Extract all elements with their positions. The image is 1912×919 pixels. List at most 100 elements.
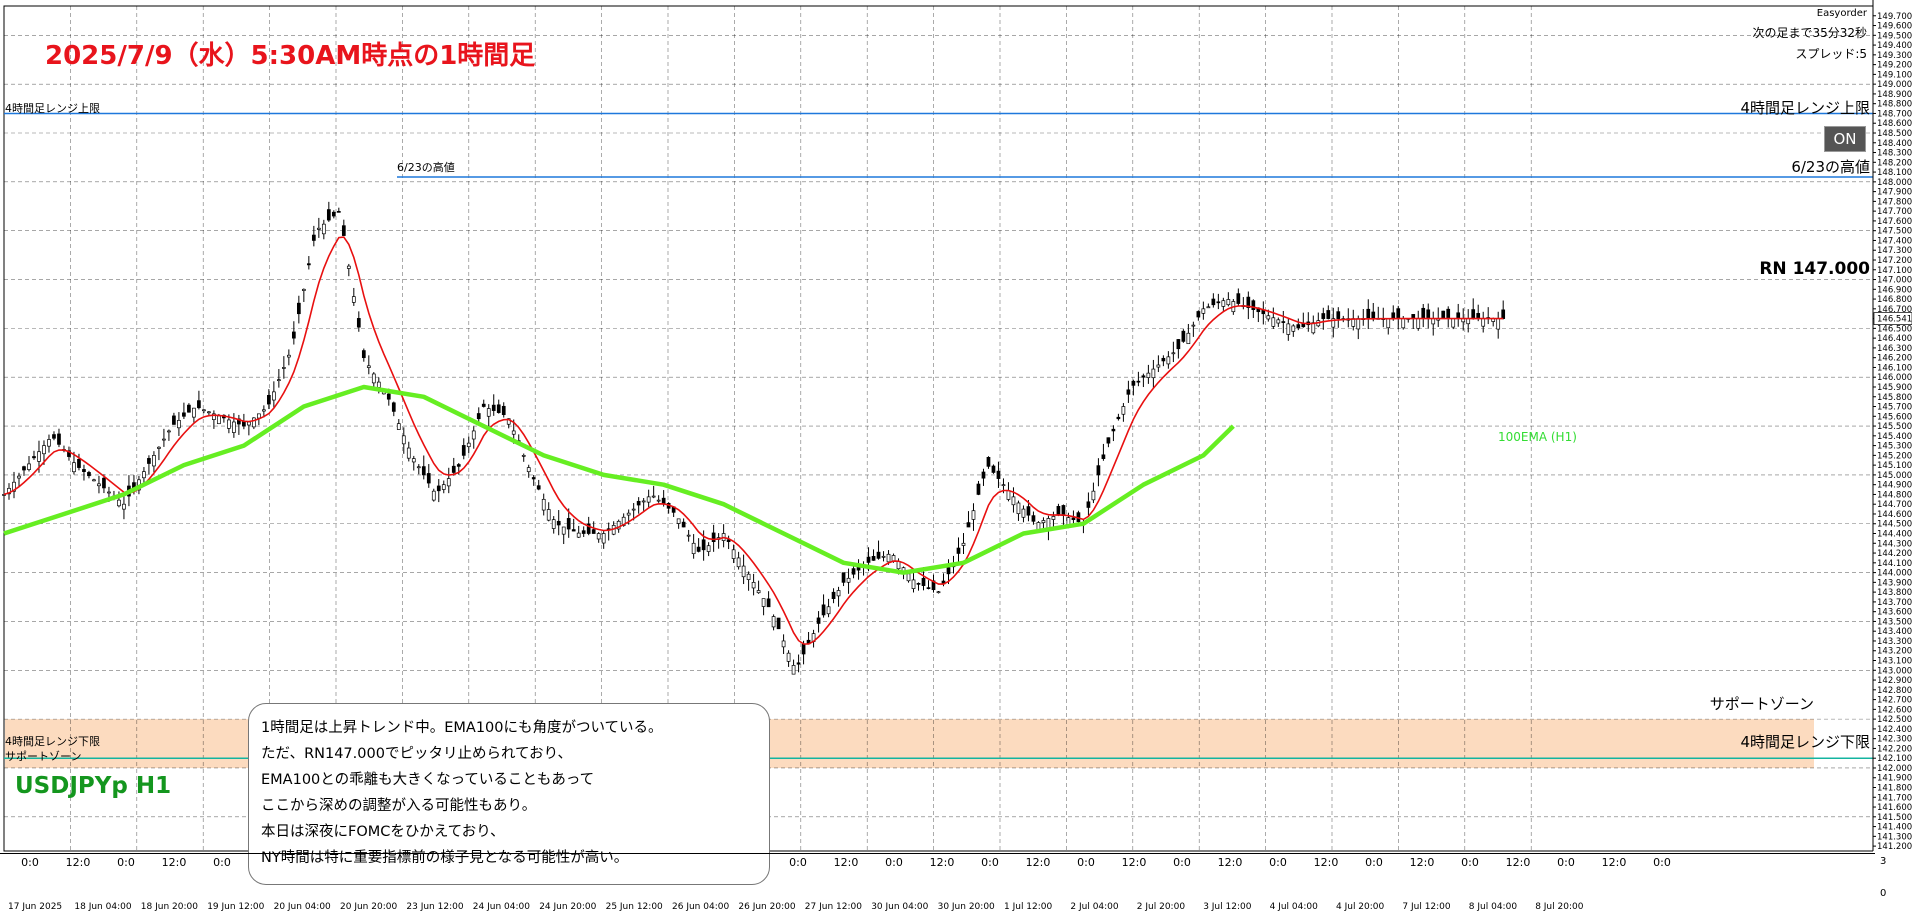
spread-readout: スプレッド:5 [1795,47,1867,61]
candle-body [676,518,681,524]
note-line: NY時間は特に重要指標前の様子見となる可能性が高い。 [261,850,629,866]
time-hour-label: 0:0 [981,856,999,869]
time-hour-label: 12:0 [1122,856,1147,869]
time-hour-label: 0:0 [885,856,903,869]
candle-body [1091,490,1096,501]
price-tick-label: 147.100 [1877,266,1912,276]
candle-body [641,500,646,503]
candle-body [801,643,806,655]
time-hour-label: 0:0 [21,856,39,869]
upper-range-label-right: 4時間足レンジ上限 [1740,99,1870,117]
candle-body [971,510,976,520]
candle-body [691,542,696,555]
time-hour-label: 12:0 [1410,856,1435,869]
candle-body [142,471,146,479]
price-tick-label: 148.500 [1877,129,1912,139]
time-date-label: 20 Jun 20:00 [340,902,397,912]
candle-body [561,526,566,535]
candle-body [1101,454,1106,459]
price-tick-label: 146.000 [1877,373,1912,383]
time-hour-label: 0:0 [1653,856,1671,869]
time-date-label: 8 Jul 20:00 [1535,902,1584,912]
price-tick-label: 141.200 [1877,842,1912,852]
price-tick-label: 149.200 [1877,61,1912,71]
price-tick-label: 146.200 [1877,354,1912,364]
candle-body [791,665,796,675]
candle-body [47,439,51,447]
candle-body [52,434,56,439]
candle-body [1111,428,1116,432]
time-date-label: 7 Jul 12:00 [1402,902,1451,912]
support-zone-label-right: サポートゾーン [1709,695,1814,713]
candle-body [821,604,826,616]
price-tick-label: 143.100 [1877,657,1912,667]
candle-body [1221,300,1226,307]
price-tick-label: 143.900 [1877,578,1912,588]
easyorder-on-toggle[interactable]: ON [1824,126,1866,152]
price-tick-label: 148.000 [1877,178,1912,188]
candle-body [167,430,171,433]
candle-body [686,534,691,537]
candle-body [496,404,501,413]
candle-body [1216,301,1221,304]
candle-body [366,365,371,368]
candle-body [1441,310,1446,319]
candle-body [1206,306,1211,309]
candle-body [42,445,46,455]
candle-body [846,577,851,583]
candle-body [1371,311,1376,319]
price-tick-label: 142.400 [1877,725,1912,735]
candle-body [326,209,331,221]
candle-body [1096,465,1101,476]
candle-body [1226,299,1231,306]
candle-body [82,469,86,472]
candle-body [1336,311,1341,319]
price-tick-label: 144.400 [1877,530,1912,540]
time-date-label: 25 Jun 12:00 [606,902,663,912]
candle-body [152,455,156,467]
time-date-label: 4 Jul 20:00 [1336,902,1385,912]
price-tick-label: 141.800 [1877,784,1912,794]
price-tick-label: 143.300 [1877,637,1912,647]
time-date-label: 8 Jul 04:00 [1469,902,1518,912]
price-tick-label: 146.300 [1877,344,1912,354]
candle-body [436,485,441,492]
time-hour-label: 0:0 [789,856,807,869]
price-tick-label: 145.600 [1877,412,1912,422]
candle-body [301,288,306,291]
candle-body [277,379,281,382]
candle-body [1281,321,1286,323]
candle-body [1291,325,1296,332]
candle-body [631,508,636,511]
candle-body [886,553,891,563]
candle-body [1161,357,1166,362]
price-tick-label: 142.300 [1877,735,1912,745]
candle-body [511,430,516,435]
candle-body [761,598,766,607]
candle-body [556,520,561,526]
candle-body [87,472,91,477]
candle-body [7,487,11,495]
candle-body [296,302,301,315]
candle-body [581,530,586,534]
candle-body [766,598,771,608]
price-tick-label: 144.700 [1877,500,1912,510]
time-date-label: 27 Jun 12:00 [805,902,862,912]
price-tick-label: 148.900 [1877,90,1912,100]
candle-body [286,354,291,358]
candle-body [1246,296,1251,308]
price-tick-label: 142.700 [1877,696,1912,706]
candle-body [946,567,951,575]
candle-body [262,409,266,412]
candle-body [1121,406,1126,415]
time-hour-label: 12:0 [1506,856,1531,869]
price-tick-label: 141.300 [1877,832,1912,842]
candle-body [851,568,856,575]
candle-body [1321,313,1326,319]
time-date-label: 26 Jun 20:00 [738,902,795,912]
candle-body [636,500,641,506]
candle-body [871,556,876,561]
candle-body [601,533,606,544]
candle-body [92,479,96,482]
candle-body [736,557,741,568]
